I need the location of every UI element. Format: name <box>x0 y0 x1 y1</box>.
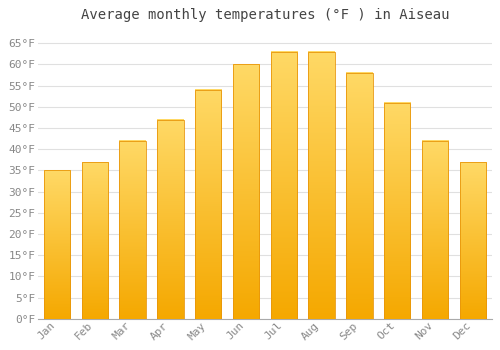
Bar <box>195 90 222 319</box>
Bar <box>460 162 486 319</box>
Bar <box>157 119 184 319</box>
Bar <box>308 52 335 319</box>
Bar <box>270 52 297 319</box>
Title: Average monthly temperatures (°F ) in Aiseau: Average monthly temperatures (°F ) in Ai… <box>80 8 449 22</box>
Bar <box>384 103 410 319</box>
Bar <box>422 141 448 319</box>
Bar <box>346 73 372 319</box>
Bar <box>44 170 70 319</box>
Bar <box>233 64 259 319</box>
Bar <box>120 141 146 319</box>
Bar <box>82 162 108 319</box>
